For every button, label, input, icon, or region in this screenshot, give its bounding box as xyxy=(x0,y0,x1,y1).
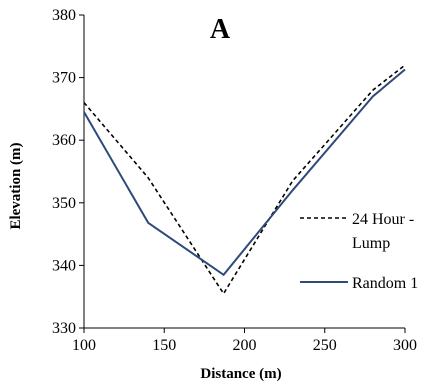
legend-label-24-hour-lump-cont: Lump xyxy=(352,235,390,252)
legend: 24 Hour - Lump Random 1 xyxy=(300,211,418,292)
x-tick-label: 300 xyxy=(393,337,417,354)
series-lines xyxy=(83,64,406,296)
series-line-24-hour-lump xyxy=(83,64,406,296)
y-tick-label: 370 xyxy=(52,70,76,87)
x-tick-label: 200 xyxy=(233,337,257,354)
y-tick-label: 340 xyxy=(52,257,76,274)
x-tick-label: 100 xyxy=(72,337,96,354)
chart-title: A xyxy=(210,14,231,45)
series-line-random-1 xyxy=(83,68,406,277)
x-axis-label: Distance (m) xyxy=(200,366,281,382)
y-axis-label: Elevation (m) xyxy=(8,142,24,229)
y-tick-label: 380 xyxy=(52,7,76,24)
y-tick-label: 330 xyxy=(52,320,76,337)
legend-label-random-1: Random 1 xyxy=(352,275,418,292)
y-tick-label: 360 xyxy=(52,132,76,149)
x-tick-label: 250 xyxy=(313,337,337,354)
x-tick-label: 150 xyxy=(152,337,176,354)
x-axis-ticks: 100 150 200 250 300 xyxy=(72,328,417,354)
y-tick-label: 350 xyxy=(52,195,76,212)
y-axis-ticks: 330 340 350 360 370 380 xyxy=(52,7,84,337)
legend-label-24-hour-lump: 24 Hour - xyxy=(352,211,414,228)
